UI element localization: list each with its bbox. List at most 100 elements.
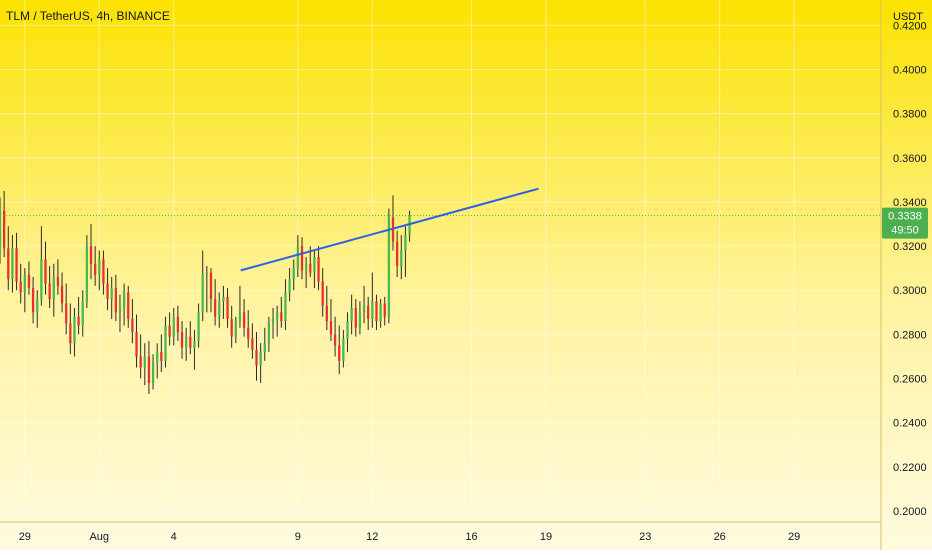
candle-up[interactable] xyxy=(11,235,14,293)
candle-up[interactable] xyxy=(288,268,291,302)
price-axis[interactable]: 0.2000 0.2200 0.2400 0.2600 0.2800 0.3000 0.32… xyxy=(893,20,927,518)
candle-up[interactable] xyxy=(292,259,295,291)
candle-down[interactable] xyxy=(300,237,304,280)
candle-up[interactable] xyxy=(313,250,316,289)
candle-up[interactable] xyxy=(98,250,101,291)
candle-up[interactable] xyxy=(238,285,242,328)
candle-up[interactable] xyxy=(263,327,266,361)
candle-up[interactable] xyxy=(400,235,403,280)
candle-down[interactable] xyxy=(325,285,328,330)
candle-down[interactable] xyxy=(89,224,93,280)
candle-down[interactable] xyxy=(7,226,10,291)
candle-up[interactable] xyxy=(284,279,287,330)
candle-up[interactable] xyxy=(346,312,349,353)
candle-down[interactable] xyxy=(329,299,333,342)
candle-down[interactable] xyxy=(102,250,105,295)
candle-up[interactable] xyxy=(85,235,89,308)
time-axis[interactable]: 29 Aug 4 9 12 16 19 23 26 29 xyxy=(19,531,801,543)
candle-down[interactable] xyxy=(2,190,6,258)
candle-down[interactable] xyxy=(383,296,386,326)
candle-down[interactable] xyxy=(48,265,51,308)
candles[interactable] xyxy=(0,190,411,394)
candle-down[interactable] xyxy=(367,296,370,330)
candle-down[interactable] xyxy=(247,310,250,348)
candle-down[interactable] xyxy=(44,241,47,295)
candle-up[interactable] xyxy=(358,301,362,335)
candle-down[interactable] xyxy=(168,312,171,346)
trendline[interactable] xyxy=(240,187,539,272)
drawings[interactable] xyxy=(0,187,881,272)
candle-down[interactable] xyxy=(31,277,35,324)
candle-up[interactable] xyxy=(110,277,113,319)
candle-down[interactable] xyxy=(160,334,163,372)
candle-down[interactable] xyxy=(19,263,22,304)
candle-up[interactable] xyxy=(271,307,275,339)
candle-up[interactable] xyxy=(342,329,345,368)
candle-up[interactable] xyxy=(156,343,159,379)
candle-up[interactable] xyxy=(296,235,300,278)
candle-down[interactable] xyxy=(94,246,97,286)
candle-down[interactable] xyxy=(15,232,18,291)
candle-down[interactable] xyxy=(60,272,64,313)
candle-down[interactable] xyxy=(131,299,134,344)
candle-down[interactable] xyxy=(280,296,283,328)
candle-down[interactable] xyxy=(176,305,180,342)
candle-up[interactable] xyxy=(23,268,26,313)
candle-down[interactable] xyxy=(65,283,68,335)
candle-down[interactable] xyxy=(135,314,138,368)
candle-down[interactable] xyxy=(251,323,254,359)
candle-up[interactable] xyxy=(259,343,262,383)
candle-down[interactable] xyxy=(321,268,324,317)
candle-up[interactable] xyxy=(267,316,271,353)
candle-down[interactable] xyxy=(354,299,357,337)
candle-up[interactable] xyxy=(387,208,391,324)
candle-down[interactable] xyxy=(209,268,213,313)
candle-down[interactable] xyxy=(338,325,341,375)
candle-up[interactable] xyxy=(164,316,167,368)
candle-down[interactable] xyxy=(317,246,320,291)
candle-up[interactable] xyxy=(73,307,76,357)
candle-up[interactable] xyxy=(193,329,196,370)
candle-up[interactable] xyxy=(201,250,204,322)
candle-up[interactable] xyxy=(40,226,43,306)
candle-up[interactable] xyxy=(185,327,188,361)
candle-down[interactable] xyxy=(333,316,337,357)
candle-down[interactable] xyxy=(56,259,60,295)
candle-up[interactable] xyxy=(118,294,122,333)
candle-down[interactable] xyxy=(213,279,217,326)
candle-down[interactable] xyxy=(114,274,117,322)
candle-up[interactable] xyxy=(36,290,39,328)
candle-down[interactable] xyxy=(230,305,233,348)
candle-down[interactable] xyxy=(375,294,378,330)
candle-down[interactable] xyxy=(396,230,399,278)
candle-up[interactable] xyxy=(222,285,225,319)
candle-up[interactable] xyxy=(350,294,353,335)
candle-down[interactable] xyxy=(189,321,192,355)
candle-down[interactable] xyxy=(180,321,184,359)
candle-up[interactable] xyxy=(205,265,208,313)
candle-up[interactable] xyxy=(379,299,382,328)
candle-up[interactable] xyxy=(408,210,411,242)
candle-up[interactable] xyxy=(304,257,308,289)
candle-down[interactable] xyxy=(106,268,109,311)
candle-up[interactable] xyxy=(197,303,200,348)
candle-down[interactable] xyxy=(77,296,80,335)
candle-up[interactable] xyxy=(218,292,221,328)
candle-up[interactable] xyxy=(122,283,126,326)
candle-up[interactable] xyxy=(276,305,279,337)
candle-down[interactable] xyxy=(69,303,72,355)
candle-down[interactable] xyxy=(147,341,151,394)
candle-down[interactable] xyxy=(27,261,31,295)
candle-down[interactable] xyxy=(242,299,246,337)
candle-up[interactable] xyxy=(81,290,84,337)
candle-up[interactable] xyxy=(143,343,146,386)
candle-up[interactable] xyxy=(151,354,155,390)
candle-up[interactable] xyxy=(0,197,2,264)
candle-up[interactable] xyxy=(172,307,175,346)
candle-down[interactable] xyxy=(139,334,142,379)
candle-up[interactable] xyxy=(52,263,55,317)
candle-up[interactable] xyxy=(362,285,366,324)
candle-up[interactable] xyxy=(234,316,237,344)
